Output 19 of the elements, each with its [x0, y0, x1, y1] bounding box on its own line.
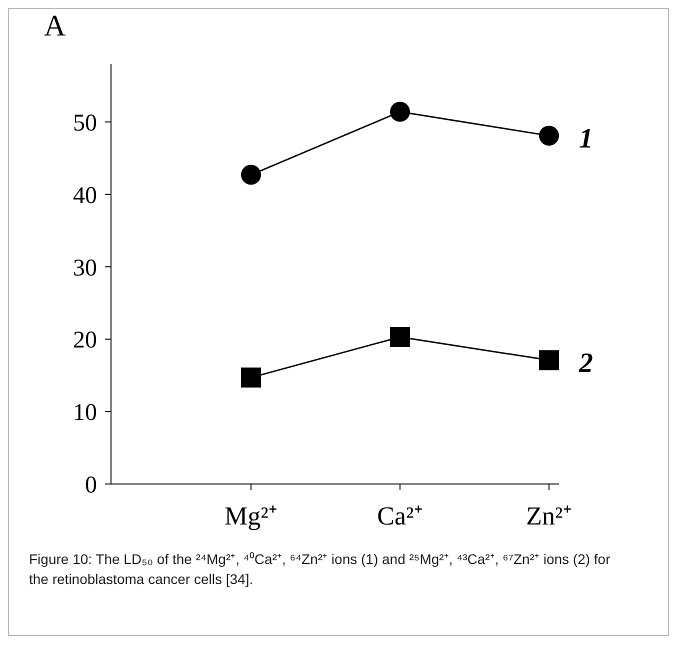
y-axis-title: A	[44, 9, 66, 42]
point	[390, 327, 410, 347]
y-tick-label: 0	[85, 472, 97, 499]
y-tick-label: 20	[73, 328, 97, 354]
x-tick-label: Zn²⁺	[526, 501, 572, 530]
x-tick-label: Mg²⁺	[224, 501, 278, 530]
y-tick-label: 40	[73, 182, 97, 209]
x-tick-label: Ca²⁺	[377, 501, 423, 530]
series-label: 1	[579, 124, 593, 155]
caption: Figure 10: The LD₅₀ of the ²⁴Mg²⁺, ⁴⁰Ca²⁺, ⁶⁴Zn²⁺ ions (1) and ²⁵Mg²⁺, ⁴³Ca²⁺, ⁶⁷Zn²⁺ ions (2) for the retinoblastoma cancer cells [34].	[29, 550, 612, 589]
point	[539, 126, 559, 146]
point	[539, 350, 559, 370]
series-label: 2	[578, 348, 593, 380]
point	[241, 368, 261, 388]
point	[390, 102, 410, 122]
y-tick-label: 10	[73, 400, 97, 426]
y-tick-label: 50	[73, 110, 97, 136]
y-tick-label: 30	[73, 255, 97, 282]
point	[241, 164, 261, 185]
